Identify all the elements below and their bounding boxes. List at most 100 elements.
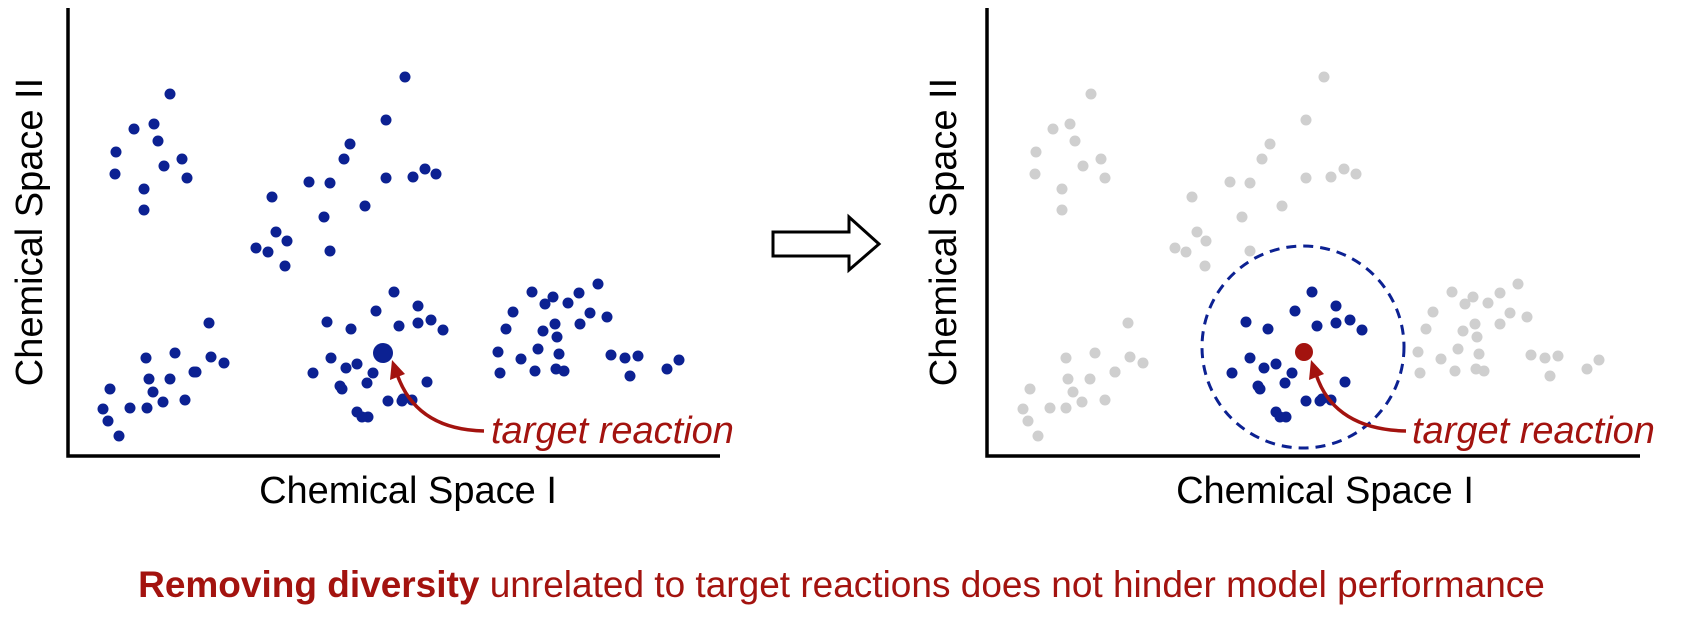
- scatter-point: [380, 114, 392, 126]
- neighborhood-circle: [1200, 244, 1406, 450]
- scatter-point: [205, 351, 217, 363]
- scatter-point: [303, 176, 315, 188]
- scatter-point: [324, 245, 336, 257]
- faded-scatter-point: [1300, 114, 1312, 126]
- scatter-point: [393, 320, 405, 332]
- scatter-point: [338, 153, 350, 165]
- right-x-axis-title: Chemical Space I: [1176, 470, 1474, 512]
- caption-emphasis: Removing diversity: [138, 564, 480, 605]
- scatter-point: [592, 278, 604, 290]
- scatter-point: [110, 146, 122, 158]
- scatter-point: [124, 402, 136, 414]
- right-axes: [985, 8, 1640, 458]
- scatter-point: [492, 346, 504, 358]
- faded-scatter-point: [1435, 353, 1447, 365]
- scatter-point: [1339, 376, 1351, 388]
- scatter-point: [1254, 383, 1266, 395]
- right-points: [1226, 286, 1368, 423]
- faded-scatter-point: [1544, 370, 1556, 382]
- scatter-point: [359, 200, 371, 212]
- left-x-axis-title: Chemical Space I: [259, 470, 557, 512]
- scatter-point: [318, 211, 330, 223]
- scatter-point: [102, 415, 114, 427]
- faded-scatter-point: [1236, 211, 1248, 223]
- faded-scatter-point: [1180, 246, 1192, 258]
- faded-scatter-point: [1137, 357, 1149, 369]
- scatter-point: [321, 316, 333, 328]
- scatter-point: [190, 366, 202, 378]
- scatter-point: [526, 286, 538, 298]
- right-arrowhead: [1309, 360, 1324, 380]
- faded-scatter-point: [1186, 191, 1198, 203]
- scatter-point: [547, 291, 559, 303]
- faded-scatter-point: [1512, 278, 1524, 290]
- faded-scatter-point: [1552, 350, 1564, 362]
- faded-scatter-point: [1122, 317, 1134, 329]
- right-arrow-icon: [771, 213, 882, 274]
- faded-scatter-point: [1494, 287, 1506, 299]
- faded-scatter-point: [1446, 286, 1458, 298]
- scatter-point: [361, 377, 373, 389]
- faded-scatter-point: [1224, 176, 1236, 188]
- scatter-point: [345, 323, 357, 335]
- faded-scatter-point: [1412, 346, 1424, 358]
- scatter-point: [147, 386, 159, 398]
- left-annotation-arrow: [395, 373, 485, 433]
- scatter-point: [141, 402, 153, 414]
- faded-scatter-point: [1056, 183, 1068, 195]
- faded-scatter-point: [1420, 323, 1432, 335]
- scatter-point: [104, 383, 116, 395]
- scatter-point: [562, 297, 574, 309]
- faded-scatter-point: [1109, 366, 1121, 378]
- scatter-point: [619, 352, 631, 364]
- scatter-point: [1300, 395, 1312, 407]
- scatter-point: [388, 286, 400, 298]
- faded-scatter-point: [1060, 352, 1072, 364]
- scatter-point: [605, 349, 617, 361]
- left-annotation-label: target reaction: [491, 410, 734, 452]
- scatter-point: [1311, 320, 1323, 332]
- scatter-point: [281, 235, 293, 247]
- faded-scatter-point: [1064, 118, 1076, 130]
- scatter-point: [152, 135, 164, 147]
- scatter-point: [143, 373, 155, 385]
- scatter-point: [507, 306, 519, 318]
- scatter-point: [157, 396, 169, 408]
- faded-scatter-point: [1069, 135, 1081, 147]
- scatter-point: [515, 353, 527, 365]
- scatter-point: [176, 153, 188, 165]
- faded-scatter-point: [1276, 200, 1288, 212]
- scatter-point: [1330, 300, 1342, 312]
- scatter-point: [351, 358, 363, 370]
- scatter-point: [140, 352, 152, 364]
- faded-scatter-point: [1047, 123, 1059, 135]
- faded-scatter-point: [1032, 430, 1044, 442]
- faded-scatter-point: [1593, 354, 1605, 366]
- scatter-point: [181, 172, 193, 184]
- scatter-point: [553, 348, 565, 360]
- faded-scatter-point: [1427, 306, 1439, 318]
- scatter-point: [164, 373, 176, 385]
- scatter-point: [412, 300, 424, 312]
- scatter-point: [138, 183, 150, 195]
- faded-scatter-point: [1244, 245, 1256, 257]
- scatter-point: [250, 242, 262, 254]
- scatter-point: [203, 317, 215, 329]
- faded-scatter-point: [1085, 88, 1097, 100]
- faded-scatter-point: [1099, 172, 1111, 184]
- faded-scatter-point: [1077, 160, 1089, 172]
- scatter-point: [529, 365, 541, 377]
- faded-scatter-point: [1076, 396, 1088, 408]
- faded-scatter-point: [1191, 226, 1203, 238]
- faded-scatter-point: [1029, 168, 1041, 180]
- scatter-point: [1226, 367, 1238, 379]
- scatter-point: [437, 324, 449, 336]
- scatter-point: [1356, 324, 1368, 336]
- left-y-axis-title: Chemical Space II: [9, 78, 51, 386]
- scatter-point: [624, 370, 636, 382]
- scatter-point: [494, 367, 506, 379]
- scatter-point: [500, 323, 512, 335]
- scatter-point: [537, 325, 549, 337]
- scatter-point: [266, 191, 278, 203]
